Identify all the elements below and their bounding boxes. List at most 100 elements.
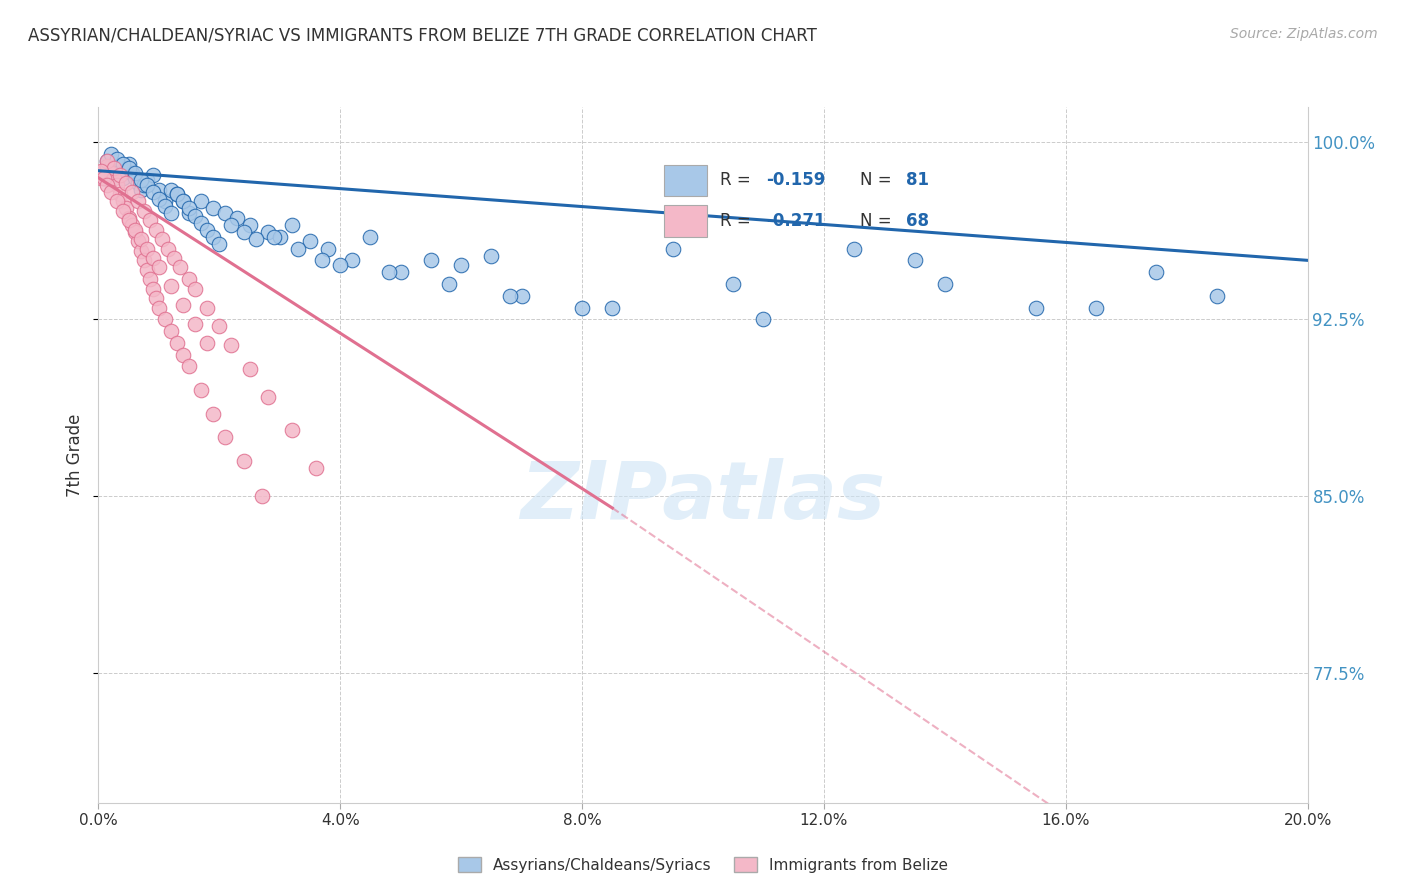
Point: [108, 187, 131, 202]
Point: [127, 194, 149, 209]
Point: [153, 194, 176, 209]
Point: [124, 225, 146, 239]
Point: [160, 324, 183, 338]
Point: [129, 173, 152, 187]
Point: [1024, 301, 1046, 315]
Point: [96, 154, 118, 169]
Point: [221, 338, 243, 352]
Point: [121, 185, 143, 199]
Point: [934, 277, 956, 291]
Point: [111, 194, 134, 209]
Legend: Assyrians/Chaldeans/Syriacs, Immigrants from Belize: Assyrians/Chaldeans/Syriacs, Immigrants …: [451, 850, 955, 879]
Point: [135, 173, 157, 187]
Text: Source: ZipAtlas.com: Source: ZipAtlas.com: [1230, 27, 1378, 41]
Point: [437, 277, 460, 291]
Point: [90, 170, 112, 185]
Point: [208, 236, 231, 251]
Point: [202, 229, 225, 244]
Point: [105, 194, 128, 209]
Point: [904, 253, 927, 268]
Point: [256, 225, 278, 239]
Point: [662, 242, 685, 256]
Point: [93, 170, 115, 185]
Point: [105, 169, 128, 183]
Point: [214, 206, 236, 220]
Point: [1206, 289, 1229, 303]
Point: [127, 235, 149, 249]
Point: [389, 265, 412, 279]
Point: [96, 154, 118, 169]
Point: [299, 235, 322, 249]
Point: [114, 202, 136, 216]
Point: [232, 454, 254, 468]
Bar: [665, 205, 707, 237]
Point: [160, 279, 183, 293]
Point: [287, 242, 309, 256]
Point: [195, 335, 218, 350]
Bar: [665, 165, 707, 196]
Point: [108, 169, 131, 183]
Point: [179, 272, 201, 286]
Point: [420, 253, 443, 268]
Point: [221, 218, 243, 232]
Point: [232, 225, 254, 239]
Point: [481, 249, 503, 263]
Text: -0.271: -0.271: [766, 212, 825, 230]
Point: [132, 203, 155, 218]
Point: [311, 253, 333, 268]
Point: [602, 301, 624, 315]
Point: [245, 232, 267, 246]
Point: [305, 461, 328, 475]
Point: [108, 159, 131, 173]
Point: [172, 194, 194, 209]
Point: [166, 187, 188, 202]
Point: [1085, 301, 1108, 315]
Point: [148, 260, 170, 275]
Text: R =: R =: [720, 171, 756, 189]
Point: [105, 178, 128, 192]
Point: [145, 222, 167, 236]
Point: [269, 229, 291, 244]
Point: [118, 156, 141, 170]
Point: [226, 211, 249, 225]
Point: [93, 170, 115, 185]
Point: [90, 163, 112, 178]
Point: [752, 312, 775, 326]
Point: [450, 258, 472, 272]
Point: [172, 348, 194, 362]
Text: N =: N =: [860, 212, 897, 230]
Point: [100, 166, 122, 180]
Point: [142, 251, 165, 265]
Point: [135, 242, 157, 256]
Text: 81: 81: [905, 171, 929, 189]
Point: [114, 176, 136, 190]
Point: [163, 251, 186, 265]
Point: [510, 289, 533, 303]
Point: [190, 194, 212, 209]
Point: [190, 216, 212, 230]
Point: [160, 206, 183, 220]
Point: [145, 291, 167, 305]
Point: [153, 312, 176, 326]
Point: [114, 163, 136, 178]
Point: [172, 194, 194, 209]
Point: [169, 260, 191, 275]
Text: R =: R =: [720, 212, 756, 230]
Point: [139, 272, 162, 286]
Point: [239, 218, 262, 232]
Point: [329, 258, 352, 272]
Point: [281, 423, 304, 437]
Point: [121, 218, 143, 232]
Point: [132, 178, 155, 192]
Point: [166, 187, 188, 202]
Point: [250, 489, 273, 503]
Y-axis label: 7th Grade: 7th Grade: [66, 413, 84, 497]
Point: [377, 265, 399, 279]
Point: [96, 159, 118, 173]
Point: [124, 166, 146, 180]
Point: [263, 229, 285, 244]
Point: [142, 169, 165, 183]
Point: [150, 232, 173, 246]
Point: [195, 222, 218, 236]
Point: [118, 213, 141, 227]
